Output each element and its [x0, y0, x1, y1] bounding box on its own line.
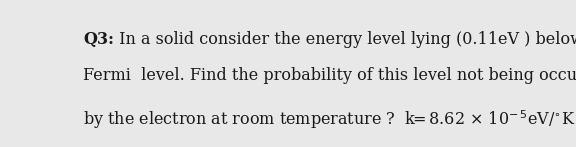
Text: Fermi  level. Find the probability of this level not being occupied: Fermi level. Find the probability of thi… — [83, 67, 576, 84]
Text: by the electron at room temperature ?  k$\!\!=\!\!$ 8.62 $\times$ 10$^{-\,5}$eV/: by the electron at room temperature ? k$… — [83, 108, 575, 131]
Text: In a solid consider the energy level lying (0.11eV ) below the: In a solid consider the energy level lyi… — [114, 31, 576, 48]
Text: Q3:: Q3: — [83, 31, 114, 48]
